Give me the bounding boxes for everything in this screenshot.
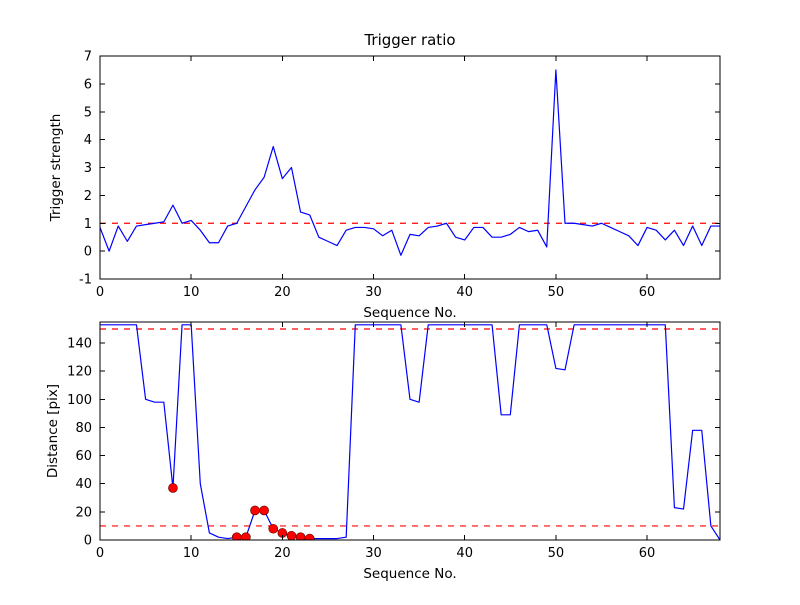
x-tick-label: 10: [183, 546, 200, 561]
x-tick-label: 0: [96, 285, 104, 300]
trigger-strength-line: [100, 69, 720, 256]
x-axis-label: Sequence No.: [363, 566, 456, 582]
x-tick-label: 10: [183, 285, 200, 300]
trigger-points-marker: [250, 505, 260, 516]
y-tick-label: 1: [84, 217, 92, 232]
axes-frame: [99, 55, 721, 280]
y-tick-label: 4: [84, 133, 92, 148]
y-tick-label: 0: [84, 534, 92, 549]
y-tick-label: 7: [84, 50, 92, 65]
distance-line: [100, 324, 720, 540]
y-axis-label: Distance [pix]: [45, 384, 61, 478]
y-tick-label: 20: [75, 505, 92, 520]
axes-frame: [99, 321, 721, 541]
y-tick-label: 3: [84, 161, 92, 176]
trigger-points-marker: [286, 530, 297, 540]
x-tick-label: 50: [548, 285, 565, 300]
trigger-points-marker: [168, 483, 178, 493]
distance-chart: 0 10 20 30 40 50 60 0 20 40 60 80 100 120 140 Sequence …: [45, 321, 721, 582]
y-axis-label: Trigger strength: [48, 114, 64, 223]
x-tick-label: 0: [96, 546, 104, 561]
x-axis-label: Sequence No.: [363, 305, 456, 321]
y-tick-label: 80: [75, 421, 92, 436]
y-tick-label: 140: [67, 337, 92, 352]
y-tick-label: 100: [67, 393, 92, 408]
x-tick-label: 40: [456, 285, 473, 300]
x-tick-label: 30: [365, 285, 382, 300]
y-tick-label: 40: [75, 477, 92, 492]
trigger-points-marker: [268, 523, 279, 534]
trigger-points-marker: [259, 505, 269, 516]
y-tick-label: 2: [84, 189, 92, 204]
x-tick-label: 20: [274, 546, 291, 561]
trigger-points-marker: [241, 532, 251, 540]
x-tick-label: 60: [639, 285, 656, 300]
x-tick-label: 20: [274, 285, 291, 300]
y-tick-label: 6: [84, 77, 92, 92]
x-tick-label: 50: [548, 546, 565, 561]
y-tick-label: 120: [67, 365, 92, 380]
y-tick-label: 60: [75, 449, 92, 464]
y-tick-label: 0: [84, 245, 92, 260]
y-tick-label: -1: [79, 273, 92, 288]
x-tick-label: 60: [639, 546, 656, 561]
trigger-ratio-chart: 0 10 20 30 40 50 60 -1 0 1 2 3 4 5 6 7 Trigger ratio Sequ…: [48, 31, 721, 321]
x-tick-label: 30: [365, 546, 382, 561]
y-tick-label: 5: [84, 105, 92, 120]
trigger-points-marker: [295, 532, 306, 540]
trigger-points-marker: [304, 533, 315, 540]
chart-title: Trigger ratio: [363, 31, 455, 49]
x-tick-label: 40: [456, 546, 473, 561]
